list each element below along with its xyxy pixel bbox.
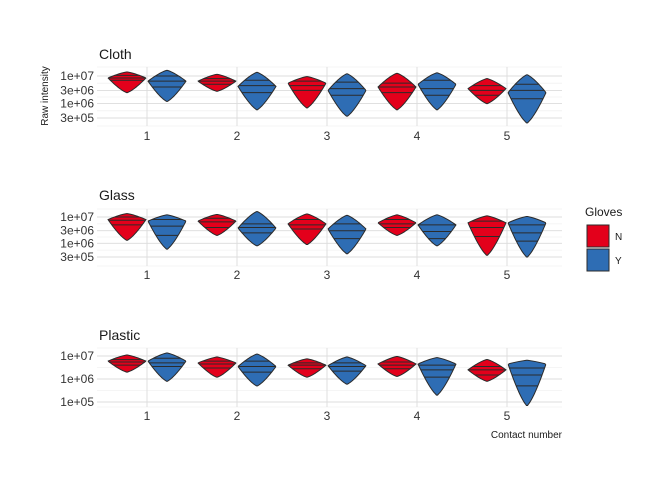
legend-label-y: Y — [615, 256, 622, 267]
violin-plastic-1-y — [147, 352, 187, 382]
x-tick-label: 3 — [324, 409, 331, 423]
y-tick-label: 1e+07 — [60, 349, 94, 363]
legend-label-n: N — [615, 232, 622, 243]
y-tick-label: 1e+06 — [60, 97, 94, 111]
violin-plastic-5-n — [467, 359, 507, 382]
violin-glass-1-n — [107, 213, 147, 241]
x-tick-label: 2 — [234, 129, 241, 143]
y-tick-label: 1e+07 — [60, 69, 94, 83]
panel-title: Plastic — [99, 327, 140, 343]
violin-plastic-1-n — [107, 354, 147, 373]
x-tick-label: 5 — [504, 129, 511, 143]
y-tick-label: 3e+06 — [60, 224, 94, 238]
x-tick-label: 2 — [234, 409, 241, 423]
y-tick-label: 3e+05 — [60, 250, 94, 264]
violin-plastic-4-y — [417, 357, 457, 396]
x-tick-label: 4 — [414, 409, 421, 423]
y-tick-label: 1e+07 — [60, 210, 94, 224]
x-tick-label: 4 — [414, 129, 421, 143]
violin-plastic-2-n — [197, 356, 237, 378]
violin-cloth-1-y — [147, 69, 187, 102]
violin-cloth-2-y — [237, 71, 277, 111]
x-tick-label: 4 — [414, 268, 421, 282]
legend-key-y — [586, 248, 610, 272]
violin-plastic-5-y — [507, 359, 547, 407]
x-tick-label: 1 — [144, 409, 151, 423]
violin-glass-2-y — [237, 211, 277, 247]
violin-cloth-4-n — [377, 72, 417, 111]
violin-glass-5-n — [467, 215, 507, 256]
violin-glass-2-n — [197, 213, 237, 236]
violin-cloth-4-y — [417, 72, 457, 111]
violin-plastic-3-y — [327, 356, 367, 385]
y-axis-label: Raw intensity — [40, 66, 51, 125]
violin-glass-3-y — [327, 214, 367, 255]
panel-plastic: Plastic 1e+07 1e+06 1e+05 1 2 3 4 5 — [60, 327, 562, 423]
x-tick-label: 3 — [324, 268, 331, 282]
panel-title: Glass — [99, 187, 135, 203]
violin-glass-4-n — [377, 214, 417, 236]
violin-plastic-4-n — [377, 356, 417, 377]
y-tick-label: 3e+05 — [60, 111, 94, 125]
y-tick-label: 3e+06 — [60, 83, 94, 97]
x-tick-label: 5 — [504, 409, 511, 423]
y-tick-label: 1e+06 — [60, 372, 94, 386]
legend-title: Gloves — [585, 205, 622, 219]
x-axis-label: Contact number — [491, 430, 563, 441]
violin-glass-4-y — [417, 214, 457, 247]
violin-cloth-3-n — [287, 76, 327, 109]
violin-cloth-2-n — [197, 73, 237, 92]
legend-key-n — [586, 224, 610, 248]
y-tick-label: 1e+06 — [60, 236, 94, 250]
panel-title: Cloth — [99, 46, 132, 62]
legend: Gloves NY — [585, 205, 622, 272]
x-tick-label: 1 — [144, 268, 151, 282]
violin-glass-5-y — [507, 215, 547, 258]
violin-cloth-1-n — [107, 71, 147, 94]
violin-glass-1-y — [147, 214, 187, 250]
x-tick-label: 1 — [144, 129, 151, 143]
violin-plastic-2-y — [237, 353, 277, 387]
x-tick-label: 5 — [504, 268, 511, 282]
legend-entries: NY — [586, 224, 622, 272]
x-tick-label: 2 — [234, 268, 241, 282]
violin-cloth-5-n — [467, 78, 507, 105]
violin-plastic-3-n — [287, 358, 327, 378]
y-tick-label: 1e+05 — [60, 395, 94, 409]
x-tick-label: 3 — [324, 129, 331, 143]
